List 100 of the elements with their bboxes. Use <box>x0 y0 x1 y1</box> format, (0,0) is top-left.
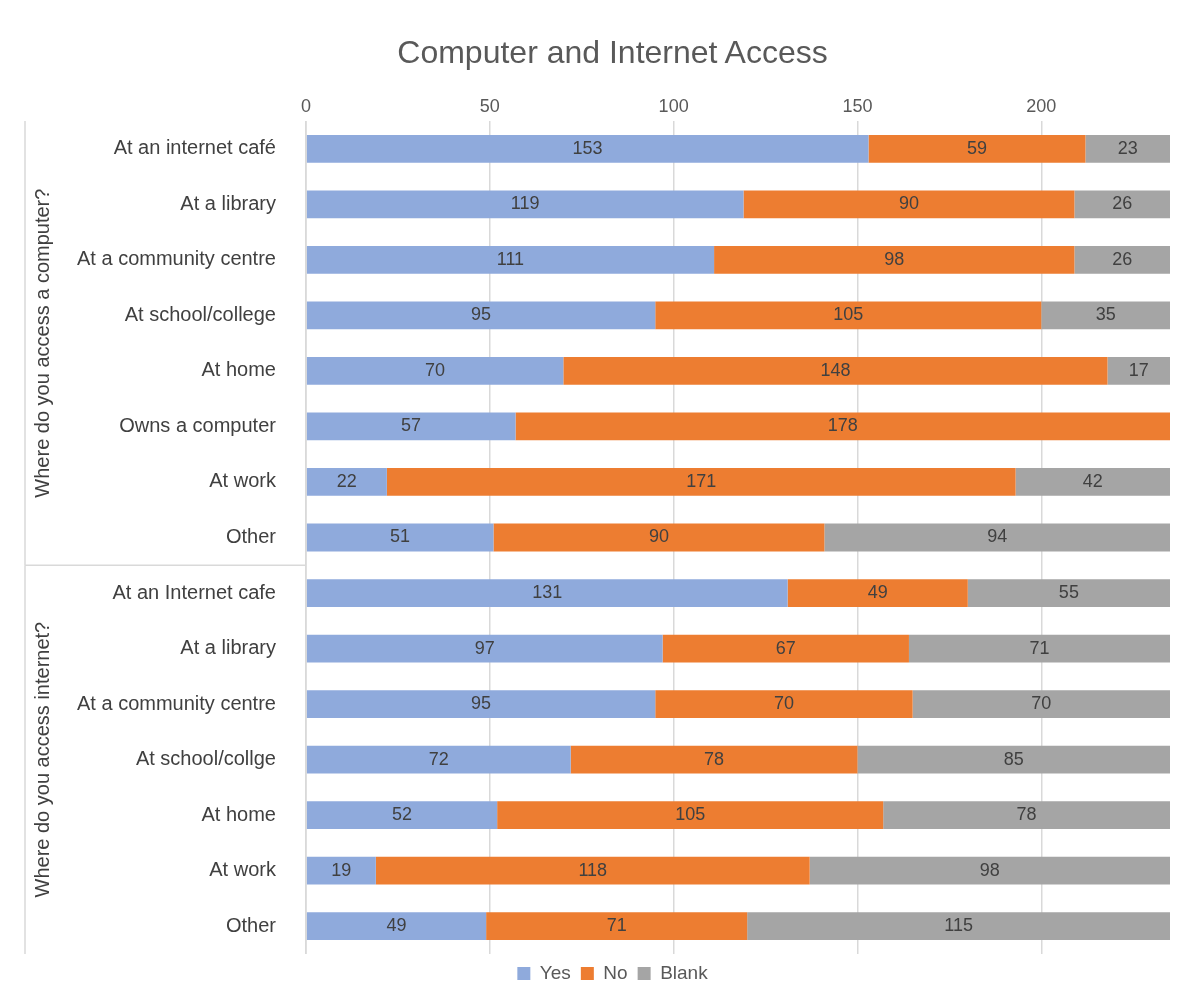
bar <box>655 690 913 718</box>
y-tick-label: At school/college <box>124 302 276 325</box>
data-label: 111 <box>496 248 525 269</box>
data-label: 119 <box>510 193 540 214</box>
data-label: 105 <box>675 804 706 825</box>
data-label: 94 <box>987 526 1008 547</box>
bar <box>868 134 1086 163</box>
data-label: 70 <box>773 693 794 714</box>
bar <box>306 912 487 941</box>
data-label: 148 <box>820 359 851 380</box>
data-label: 70 <box>425 359 446 380</box>
data-label: 42 <box>1082 470 1103 491</box>
data-label: 51 <box>390 526 411 547</box>
data-label: 17 <box>1128 359 1149 380</box>
y-tick-label: At work <box>209 858 277 881</box>
y-tick-label: At home <box>201 802 276 825</box>
bar <box>714 245 1075 274</box>
x-tick-label: 50 <box>479 96 500 117</box>
data-label: 97 <box>474 637 495 658</box>
y-tick-label: Owns a computer <box>119 413 277 436</box>
data-label: 118 <box>578 859 608 880</box>
bar <box>515 412 1170 441</box>
bar <box>824 523 1170 552</box>
bar <box>912 690 1170 718</box>
bar <box>1041 301 1170 330</box>
bar <box>306 190 744 219</box>
data-label: 115 <box>944 915 973 936</box>
text: Where do you access a computer? <box>30 188 53 498</box>
data-label: 78 <box>704 748 725 769</box>
bar <box>497 801 884 830</box>
chart-title: Computer and Internet Access <box>397 34 828 71</box>
data-label: 131 <box>532 582 563 602</box>
bar <box>306 690 656 718</box>
y-tick-label: At work <box>209 469 277 492</box>
data-label: 85 <box>1003 748 1024 769</box>
legend-label: No <box>603 961 628 983</box>
data-label: 95 <box>470 693 491 714</box>
bar <box>857 745 1170 774</box>
legend-label: Blank <box>660 961 709 983</box>
y-tick-label: At an internet café <box>113 136 276 159</box>
bar <box>743 190 1075 219</box>
data-label: 26 <box>1112 248 1133 269</box>
y-tick-label: At a community centre <box>77 691 276 714</box>
bar <box>306 745 571 774</box>
data-label: 153 <box>572 137 603 158</box>
bar <box>306 134 869 163</box>
bar <box>306 357 564 385</box>
bar <box>747 912 1170 941</box>
x-tick-label: 100 <box>658 96 689 117</box>
bar <box>306 579 788 607</box>
data-label: 19 <box>331 859 352 880</box>
data-label: 57 <box>401 415 422 436</box>
data-label: 98 <box>979 859 1000 880</box>
bar <box>486 912 748 941</box>
data-label: 71 <box>606 915 627 936</box>
data-label: 105 <box>833 304 864 325</box>
data-label: 35 <box>1095 304 1116 325</box>
data-label: 178 <box>827 415 858 436</box>
data-label: 22 <box>336 470 357 491</box>
bar <box>306 412 516 441</box>
y-tick-label: Other <box>225 525 277 548</box>
y-tick-label: Other <box>225 913 277 936</box>
bar <box>386 468 1016 496</box>
data-label: 23 <box>1117 137 1138 158</box>
bar <box>1074 190 1170 219</box>
data-label: 71 <box>1029 637 1050 658</box>
data-label: 67 <box>775 637 796 658</box>
bar <box>787 579 968 607</box>
data-label: 70 <box>1031 693 1052 714</box>
data-label: 55 <box>1058 582 1079 602</box>
data-label: 90 <box>898 193 919 214</box>
data-label: 52 <box>391 804 412 825</box>
y-tick-label: At school/collge <box>135 747 276 770</box>
y-tick-label: At home <box>201 358 276 381</box>
data-label: 95 <box>470 304 491 325</box>
bar <box>306 245 715 274</box>
bar <box>570 745 858 774</box>
data-label: 90 <box>648 526 669 547</box>
x-tick-label: 200 <box>1026 96 1057 117</box>
bar <box>1015 468 1170 496</box>
bar <box>306 468 387 496</box>
bar <box>809 856 1170 885</box>
data-label: 72 <box>428 748 449 769</box>
bar <box>908 634 1170 663</box>
bar <box>306 801 498 830</box>
bar <box>306 856 376 885</box>
bar <box>306 523 494 552</box>
bar <box>662 634 909 663</box>
y-tick-label: At an Internet cafe <box>112 580 276 603</box>
bar <box>967 579 1170 607</box>
data-label: 98 <box>884 248 905 269</box>
bar <box>306 634 663 663</box>
data-label: 49 <box>386 915 407 936</box>
data-label: 171 <box>686 470 717 491</box>
bar <box>1107 357 1170 385</box>
x-tick-label: 0 <box>300 96 311 117</box>
legend-label: Yes <box>539 961 571 983</box>
bar <box>883 801 1170 830</box>
text: Where do you access internet? <box>30 621 53 898</box>
data-label: 59 <box>966 137 987 158</box>
